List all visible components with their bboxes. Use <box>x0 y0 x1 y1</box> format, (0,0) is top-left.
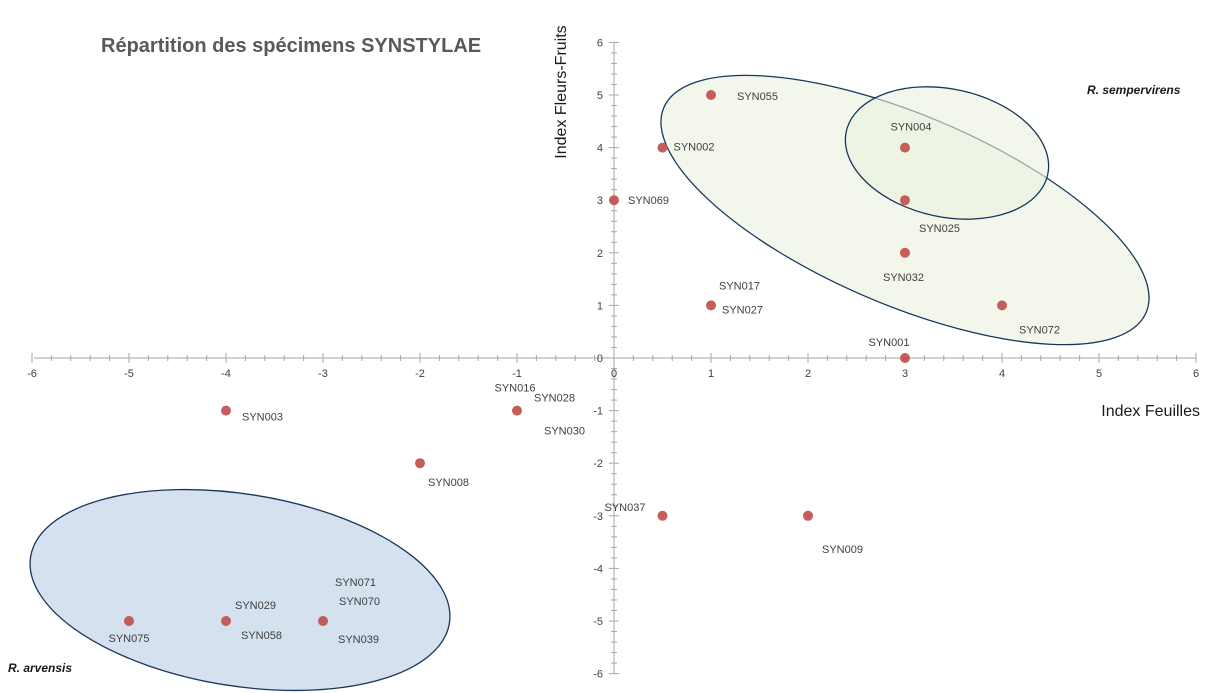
x-axis-title: Index Feuilles <box>1101 403 1200 420</box>
x-tick-label: -5 <box>124 368 134 380</box>
y-tick-label: 6 <box>597 37 603 49</box>
data-point <box>900 195 910 206</box>
y-tick-label: 4 <box>597 143 603 155</box>
data-point <box>706 90 716 100</box>
data-point <box>609 195 619 206</box>
point-label: SYN072 <box>1019 324 1060 336</box>
y-tick-label: -4 <box>593 563 603 575</box>
data-point <box>803 510 813 521</box>
point-label: SYN008 <box>428 477 469 489</box>
data-point <box>900 353 910 363</box>
point-label: SYN058 <box>241 630 282 642</box>
x-tick-label: 4 <box>999 368 1005 380</box>
data-points <box>124 90 1007 626</box>
point-label: SYN037 <box>605 502 646 514</box>
point-label: SYN017 <box>719 280 760 292</box>
x-tick-label: 6 <box>1193 368 1199 380</box>
species-label-arvensis: R. arvensis <box>8 661 72 675</box>
y-tick-label: -5 <box>593 616 603 628</box>
data-point <box>706 300 716 311</box>
data-point <box>657 142 668 153</box>
data-point <box>900 142 910 153</box>
point-label: SYN025 <box>919 223 960 235</box>
point-label: SYN001 <box>869 337 910 349</box>
point-label: SYN016 <box>495 383 536 395</box>
species-label-sempervirens: R. sempervirens <box>1087 83 1181 97</box>
x-tick-label: -3 <box>318 368 328 380</box>
data-point <box>512 405 522 416</box>
x-tick-label: 3 <box>902 368 908 380</box>
y-ticks: -6 -5 -4 -3 -2 -1 0 1 2 3 4 5 6 <box>593 37 619 681</box>
y-tick-label: 3 <box>597 195 603 207</box>
x-tick-label: -1 <box>512 368 522 380</box>
point-label: SYN071 <box>335 577 376 589</box>
x-tick-label: 5 <box>1096 368 1102 380</box>
y-tick-label: -6 <box>593 669 603 681</box>
y-tick-label: 2 <box>597 248 603 260</box>
point-label: SYN030 <box>544 426 585 438</box>
x-tick-label: 0 <box>611 368 617 380</box>
chart-title: Répartition des spécimens SYNSTYLAE <box>101 35 481 57</box>
point-label: SYN009 <box>822 544 863 556</box>
ellipse-arvensis <box>29 488 451 692</box>
x-tick-label: -4 <box>221 368 231 380</box>
data-point <box>318 616 328 626</box>
y-tick-label: 0 <box>597 353 603 365</box>
point-label: SYN002 <box>674 142 715 154</box>
y-tick-label: -3 <box>593 511 603 523</box>
point-label: SYN003 <box>242 412 283 424</box>
data-point <box>221 405 231 416</box>
ellipse-sempervirens-small <box>844 86 1050 220</box>
point-label: SYN027 <box>722 304 763 316</box>
data-point <box>415 458 425 469</box>
point-labels: SYN055 SYN002 SYN069 SYN004 SYN025 SYN032 SYN0… <box>109 91 1060 646</box>
cluster-ellipses <box>29 74 1150 692</box>
x-ticks: -6 -5 -4 -3 -2 -1 0 1 2 3 4 5 6 <box>27 353 1199 380</box>
data-point <box>997 300 1007 311</box>
point-label: SYN069 <box>628 195 669 207</box>
y-tick-label: -1 <box>593 406 603 418</box>
data-point <box>900 247 910 258</box>
point-label: SYN075 <box>109 633 150 645</box>
data-point <box>124 616 134 626</box>
data-point <box>221 616 231 626</box>
point-label: SYN055 <box>737 91 778 103</box>
x-tick-label: -6 <box>27 368 37 380</box>
y-tick-label: 5 <box>597 90 603 102</box>
point-label: SYN039 <box>338 634 379 646</box>
point-label: SYN029 <box>235 600 276 612</box>
x-tick-label: -2 <box>415 368 425 380</box>
data-point <box>657 510 668 521</box>
point-label: SYN028 <box>534 393 575 405</box>
point-label: SYN004 <box>891 122 932 134</box>
y-tick-label: -2 <box>593 458 603 470</box>
y-tick-label: 1 <box>597 300 603 312</box>
point-label: SYN032 <box>883 272 924 284</box>
x-tick-label: 2 <box>805 368 811 380</box>
y-axis-title: Index Fleurs-Fruits <box>553 25 570 158</box>
x-tick-label: 1 <box>708 368 714 380</box>
point-label: SYN070 <box>339 596 380 608</box>
